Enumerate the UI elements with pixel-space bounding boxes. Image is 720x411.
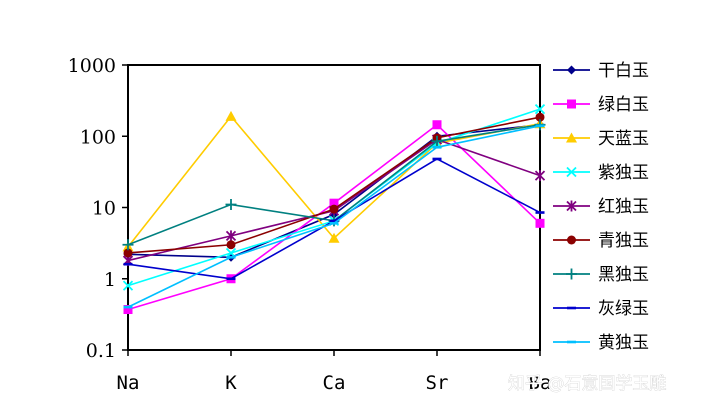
data-point (432, 157, 442, 161)
data-point (226, 256, 236, 259)
data-point (123, 248, 133, 258)
legend-label: 黄独玉 (598, 333, 649, 353)
y-axis: 0.1 1 10 100 1000 (68, 55, 128, 362)
y-tick-label: 1000 (68, 55, 116, 77)
data-point (535, 218, 545, 228)
legend-marker (566, 166, 577, 178)
series-6 (123, 112, 545, 258)
data-point (534, 170, 546, 182)
legend-item: 紫独玉 (553, 163, 649, 183)
legend-item: 黄独玉 (553, 333, 649, 353)
legend-label: 灰绿玉 (598, 299, 649, 319)
data-point (123, 305, 133, 315)
data-point (329, 222, 339, 225)
x-tick-label: Ba (529, 372, 552, 394)
data-point (225, 230, 237, 242)
legend-item: 灰绿玉 (553, 299, 649, 319)
legend-label: 绿白玉 (598, 95, 649, 115)
y-tick-label: 10 (92, 198, 116, 220)
data-point (123, 262, 133, 266)
data-point (225, 199, 237, 211)
y-tick-label: 100 (80, 126, 116, 148)
legend-label: 黑独玉 (598, 265, 649, 285)
data-point (226, 240, 236, 250)
legend-marker (566, 268, 577, 280)
legend-marker (567, 340, 576, 344)
data-point (122, 239, 134, 251)
legend-marker (566, 200, 577, 212)
legend-marker (566, 132, 577, 143)
legend-label: 红独玉 (598, 197, 649, 217)
data-point (535, 124, 545, 128)
x-axis: Na K Ca Sr Ba (117, 350, 552, 394)
data-point (432, 120, 442, 130)
legend-marker (567, 235, 576, 245)
data-point (431, 135, 443, 147)
x-tick-label: Ca (323, 372, 346, 394)
data-point (329, 204, 339, 214)
data-point (535, 211, 545, 214)
data-point (328, 232, 340, 243)
data-point (534, 104, 546, 115)
x-tick-label: K (225, 372, 237, 394)
legend-item: 干白玉 (553, 61, 649, 81)
legend-label: 青独玉 (598, 231, 649, 251)
legend-label: 天蓝玉 (598, 129, 649, 149)
legend-item: 天蓝玉 (553, 129, 649, 149)
data-point (225, 110, 237, 121)
legend-marker (567, 306, 576, 310)
legend-item: 黑独玉 (553, 265, 649, 285)
data-point (535, 112, 545, 122)
legend-marker (567, 99, 576, 109)
legend-label: 干白玉 (598, 61, 649, 81)
legend-item: 红独玉 (553, 197, 649, 217)
x-tick-label: Na (117, 372, 140, 394)
y-tick-label: 0.1 (86, 340, 116, 362)
data-point (123, 305, 133, 309)
legend-item: 绿白玉 (553, 95, 649, 115)
data-point (122, 280, 134, 291)
series-9 (123, 124, 545, 309)
legend-marker (567, 65, 576, 75)
data-point (226, 277, 236, 281)
x-tick-label: Sr (426, 372, 449, 394)
series-layer (122, 104, 546, 315)
data-point (329, 219, 339, 223)
legend-item: 青独玉 (553, 231, 649, 251)
watermark: 知乎 @石意国学玉雕 (508, 374, 666, 394)
data-point (329, 198, 339, 208)
legend-label: 紫独玉 (598, 163, 649, 183)
data-point (432, 145, 442, 149)
y-tick-label: 1 (104, 269, 116, 291)
